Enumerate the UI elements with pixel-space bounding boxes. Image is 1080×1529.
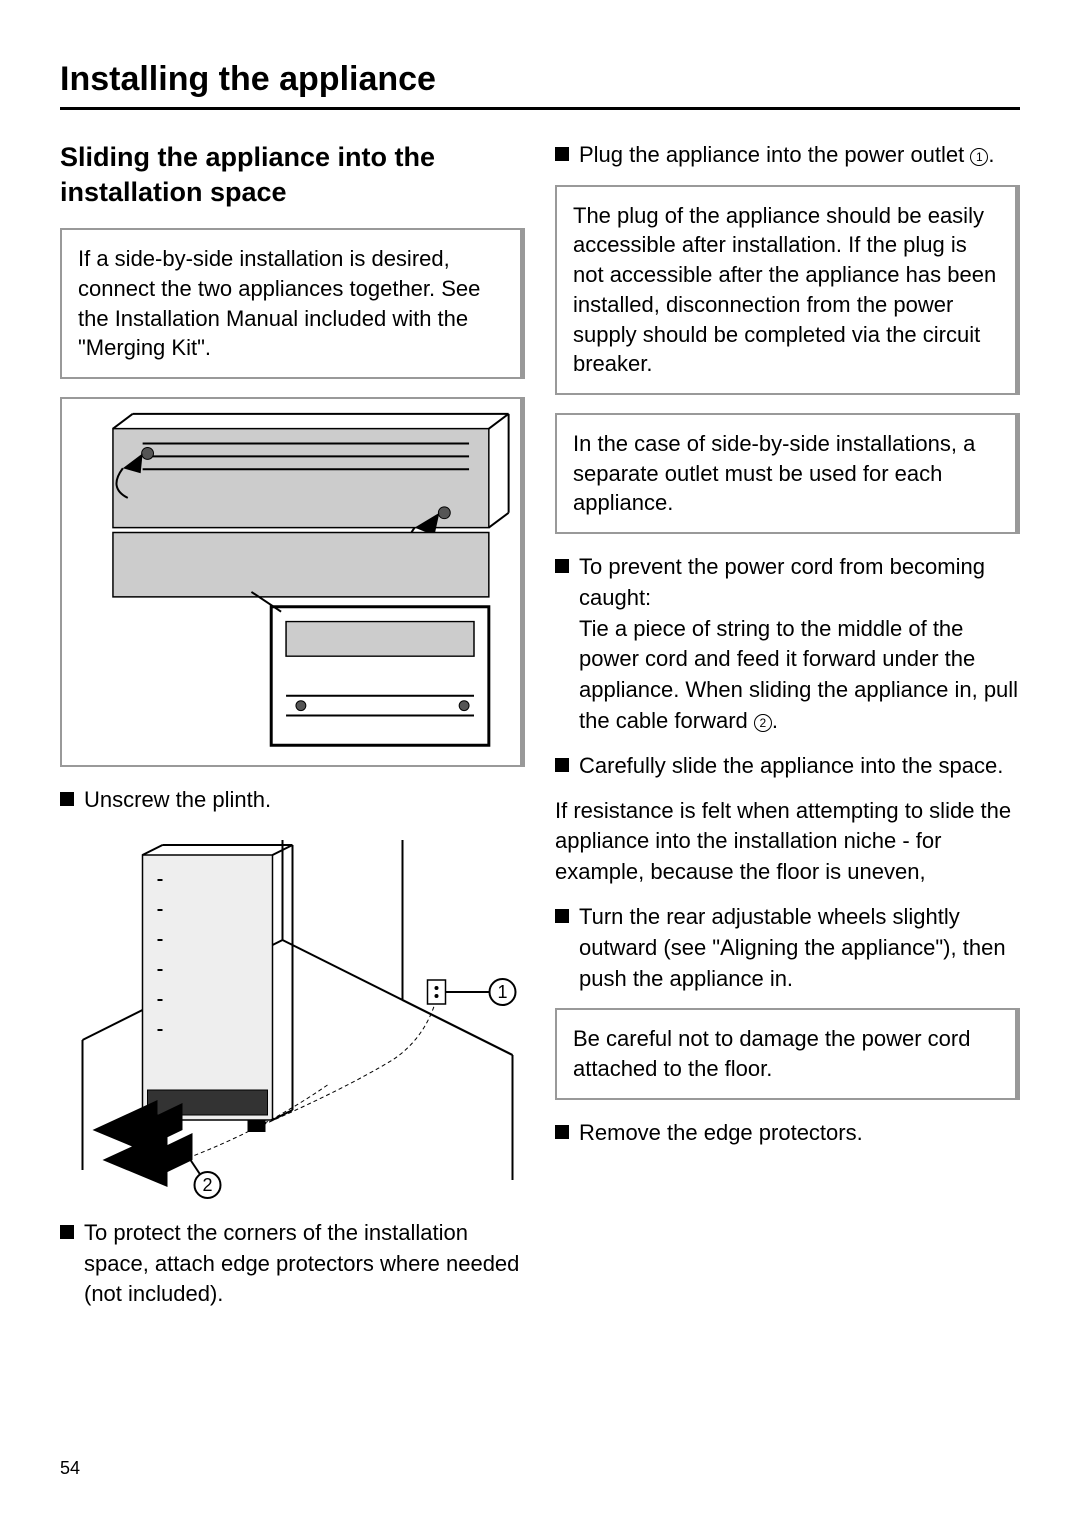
callout-plug-accessible: The plug of the appliance should be easi… — [555, 185, 1020, 395]
text-segment: . — [988, 142, 994, 167]
bullet-text: Carefully slide the appliance into the s… — [579, 751, 1020, 782]
bullet-text: Turn the rear adjustable wheels slightly… — [579, 902, 1020, 994]
bullet-plug-outlet: Plug the appliance into the power outlet… — [555, 140, 1020, 171]
bullet-icon — [555, 559, 569, 573]
plinth-diagram-svg — [62, 399, 520, 765]
bullet-text: Remove the edge protectors. — [579, 1118, 1020, 1149]
section-heading: Sliding the appliance into the installat… — [60, 140, 525, 210]
bullet-icon — [555, 1125, 569, 1139]
bullet-text: Plug the appliance into the power outlet… — [579, 140, 1020, 171]
page-number: 54 — [60, 1458, 80, 1479]
callout-separate-outlet: In the case of side-by-side installation… — [555, 413, 1020, 534]
circled-2-icon: 2 — [754, 714, 772, 732]
bullet-text: Unscrew the plinth. — [84, 785, 525, 816]
fig2-label-2: 2 — [202, 1175, 212, 1195]
bullet-icon — [60, 1225, 74, 1239]
figure-plinth — [60, 397, 525, 767]
bullet-icon — [60, 792, 74, 806]
content-columns: Sliding the appliance into the installat… — [60, 140, 1020, 1324]
bullet-edge-protectors: To protect the corners of the installati… — [60, 1218, 525, 1310]
bullet-text: To prevent the power cord from becoming … — [579, 552, 1020, 737]
bullet-adjustable-wheels: Turn the rear adjustable wheels slightly… — [555, 902, 1020, 994]
slide-diagram-svg: 1 2 — [60, 830, 525, 1200]
bullet-icon — [555, 909, 569, 923]
bullet-slide-space: Carefully slide the appliance into the s… — [555, 751, 1020, 782]
callout-cord-care: Be careful not to damage the power cord … — [555, 1008, 1020, 1099]
circled-1-icon: 1 — [970, 148, 988, 166]
figure-slide-in: 1 2 — [60, 830, 525, 1200]
callout-merging-kit: If a side-by-side installation is desire… — [60, 228, 525, 379]
para-resistance: If resistance is felt when attempting to… — [555, 796, 1020, 888]
bullet-cord-string: To prevent the power cord from becoming … — [555, 552, 1020, 737]
fig2-label-1: 1 — [497, 982, 507, 1002]
text-segment: . — [772, 708, 778, 733]
text-segment: Tie a piece of string to the middle of t… — [579, 616, 1018, 733]
bullet-icon — [555, 147, 569, 161]
page-title: Installing the appliance — [60, 60, 1020, 110]
left-column: Sliding the appliance into the installat… — [60, 140, 525, 1324]
right-column: Plug the appliance into the power outlet… — [555, 140, 1020, 1324]
bullet-remove-protectors: Remove the edge protectors. — [555, 1118, 1020, 1149]
bullet-unscrew-plinth: Unscrew the plinth. — [60, 785, 525, 816]
text-segment: Plug the appliance into the power outlet — [579, 142, 970, 167]
bullet-text: To protect the corners of the installati… — [84, 1218, 525, 1310]
text-segment: To prevent the power cord from becoming … — [579, 552, 1020, 614]
bullet-icon — [555, 758, 569, 772]
